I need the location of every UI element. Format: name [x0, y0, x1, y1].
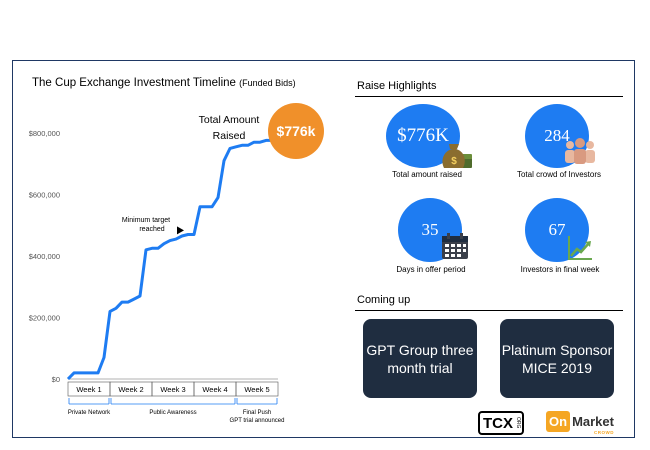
stat-label-final-week: Investors in final week: [520, 265, 600, 274]
y-tick-label: $600,000: [29, 191, 60, 200]
series-line: [66, 138, 278, 381]
min-target-label: Minimum target: [122, 217, 170, 224]
stat-value-days: 35: [421, 220, 439, 239]
money-bag-icon: $: [442, 144, 472, 168]
tcx-logo: TCX ORG: [478, 411, 524, 435]
onmarket-logo-crowd: CROWD: [593, 430, 614, 435]
week-label: Week 3: [160, 385, 185, 394]
week-label: Week 4: [202, 385, 227, 394]
stat-value-final-week: 67: [548, 220, 566, 239]
week-label: Week 1: [76, 385, 101, 394]
y-tick-label: $400,000: [29, 252, 60, 261]
onmarket-logo-market: Market CROWD: [570, 411, 616, 435]
onmarket-logo-on: On: [546, 411, 571, 432]
dashboard-frame: [12, 60, 635, 438]
total-raised-badge: [268, 103, 324, 159]
chart-title-text: The Cup Exchange Investment Timeline: [32, 77, 236, 89]
onmarket-logo: On Market CROWD: [546, 411, 616, 435]
highlights-title: Raise Highlights: [357, 80, 437, 92]
stat-label-days: Days in offer period: [396, 265, 466, 274]
y-tick-label: $800,000: [29, 129, 60, 138]
coming-up-card-mice-text: Platinum Sponsor MICE 2019: [501, 341, 613, 376]
stat-label-investors: Total crowd of Investors: [516, 170, 602, 179]
chart-subtitle: (Funded Bids): [239, 78, 296, 88]
stat-value-raised: $776K: [397, 125, 449, 146]
total-raised-badge-text: $776k: [277, 123, 316, 139]
tcx-logo-reg: ORG: [515, 417, 521, 429]
min-target-label: reached: [139, 226, 164, 233]
highlights-divider: [355, 96, 623, 97]
phase-label: Final Push: [243, 410, 271, 416]
calendar-icon: [442, 233, 468, 259]
growth-chart-icon: [568, 236, 592, 260]
stat-label-raised: Total amount raised: [392, 170, 462, 179]
week-label: Week 2: [118, 385, 143, 394]
week-box: [235, 381, 279, 397]
coming-up-title: Coming up: [357, 294, 411, 306]
coming-up-divider: [355, 310, 623, 311]
coming-up-card-gpt[interactable]: GPT Group three month trial: [363, 319, 477, 398]
phase-label: Public Awareness: [149, 410, 196, 416]
onmarket-logo-market-text: Market: [572, 414, 614, 429]
coming-up-card-gpt-text: GPT Group three month trial: [366, 341, 474, 376]
total-raised-label: Raised: [213, 130, 246, 142]
svg-text:$: $: [451, 156, 457, 167]
week-label: Week 5: [244, 385, 269, 394]
phase-label: Private Network: [68, 410, 111, 416]
total-raised-label: Total Amount: [199, 114, 260, 126]
phase-sublabel: GPT trial announced: [230, 418, 285, 424]
chart-title: The Cup Exchange Investment Timeline (Fu…: [32, 77, 296, 89]
y-tick-label: $200,000: [29, 314, 60, 323]
coming-up-card-mice[interactable]: Platinum Sponsor MICE 2019: [500, 319, 614, 398]
tcx-logo-text: TCX: [483, 414, 513, 432]
crowd-icon: [565, 138, 595, 164]
min-target-arrowhead: [177, 226, 184, 235]
y-tick-label: $0: [52, 375, 60, 384]
stat-value-investors: 284: [544, 126, 570, 145]
